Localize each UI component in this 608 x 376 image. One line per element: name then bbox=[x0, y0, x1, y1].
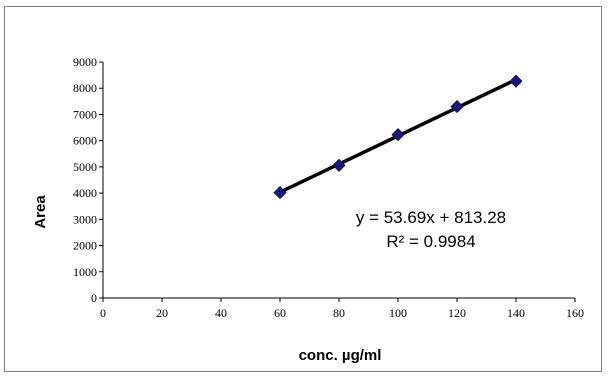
data-point bbox=[391, 128, 405, 142]
trendline-equation: y = 53.69x + 813.28 bbox=[356, 208, 506, 227]
y-axis-title: Area bbox=[32, 195, 49, 229]
x-tick-label: 100 bbox=[389, 306, 407, 320]
data-point bbox=[450, 100, 464, 114]
y-tick-label: 4000 bbox=[73, 186, 97, 200]
y-tick-label: 5000 bbox=[73, 160, 97, 174]
y-tick-label: 8000 bbox=[73, 81, 97, 95]
y-tick-label: 9000 bbox=[73, 55, 97, 69]
data-point bbox=[509, 74, 523, 88]
x-tick-label: 60 bbox=[274, 306, 286, 320]
y-tick-label: 0 bbox=[91, 291, 97, 305]
x-tick-label: 20 bbox=[156, 306, 168, 320]
data-point bbox=[273, 186, 287, 200]
data-point bbox=[332, 158, 346, 172]
x-tick-label: 40 bbox=[215, 306, 227, 320]
x-tick-label: 140 bbox=[507, 306, 525, 320]
y-tick-label: 7000 bbox=[73, 107, 97, 121]
chart: 0 1000 2000 3000 4000 5000 6000 7000 8000 9000 0 2… bbox=[32, 55, 584, 364]
y-tick-label: 6000 bbox=[73, 134, 97, 148]
chart-frame: 0 1000 2000 3000 4000 5000 6000 7000 8000 9000 0 2… bbox=[4, 6, 602, 372]
y-tick-label: 2000 bbox=[73, 239, 97, 253]
plot-area bbox=[102, 62, 575, 299]
data-points bbox=[273, 74, 523, 200]
r-squared-label: R² = 0.9984 bbox=[386, 232, 475, 251]
y-tick-label: 3000 bbox=[73, 212, 97, 226]
x-axis-title: conc. µg/ml bbox=[299, 347, 382, 364]
x-tick-label: 80 bbox=[333, 306, 345, 320]
x-tick-label: 160 bbox=[566, 306, 584, 320]
y-axis-ticks: 0 1000 2000 3000 4000 5000 6000 7000 8000 9000 bbox=[73, 55, 103, 305]
x-axis-ticks: 0 20 40 60 80 100 120 140 160 bbox=[100, 298, 584, 320]
x-tick-label: 120 bbox=[448, 306, 466, 320]
x-tick-label: 0 bbox=[100, 306, 106, 320]
y-tick-label: 1000 bbox=[73, 265, 97, 279]
